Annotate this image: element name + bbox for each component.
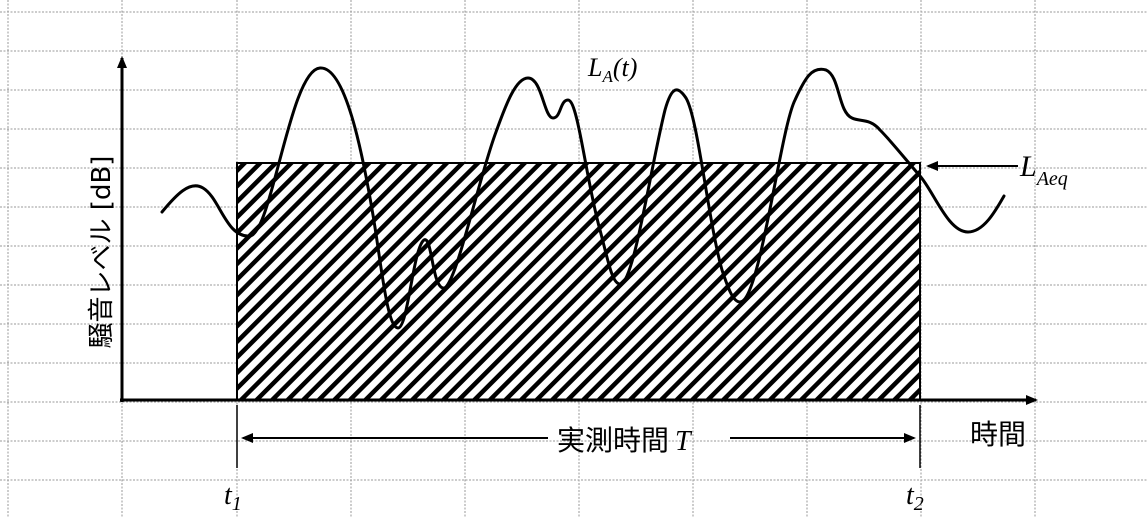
t1-label: t1: [224, 480, 242, 515]
x-axis-label: 時間: [970, 418, 1026, 451]
t2-label: t2: [906, 480, 924, 515]
la-t-curve: [160, 66, 1006, 330]
y-axis-label: 騒音レベル [dB]: [87, 156, 117, 349]
leq-label: LAeq: [1019, 150, 1068, 190]
period-label: 実測時間 T: [557, 424, 693, 457]
leq-hatched-area: [236, 162, 921, 401]
curve-label: LA(t): [587, 53, 637, 86]
